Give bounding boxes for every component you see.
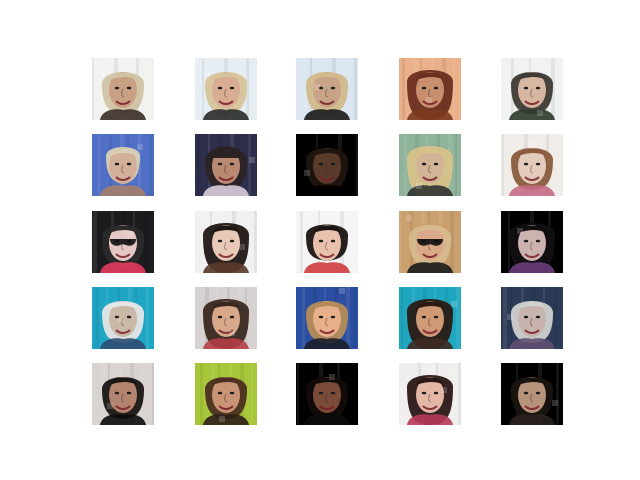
- face-portrait: [501, 58, 563, 120]
- image-tile-14: [399, 211, 461, 273]
- image-tile-9: [399, 134, 461, 196]
- face-portrait: [195, 363, 257, 425]
- face-portrait: [296, 58, 358, 120]
- image-tile-22: [195, 363, 257, 425]
- face-portrait: [195, 58, 257, 120]
- face-portrait: [501, 211, 563, 273]
- image-tile-17: [195, 287, 257, 349]
- face-portrait: [296, 363, 358, 425]
- image-tile-8: [296, 134, 358, 196]
- image-tile-12: [195, 211, 257, 273]
- face-portrait: [399, 58, 461, 120]
- image-tile-10: [501, 134, 563, 196]
- image-tile-20: [501, 287, 563, 349]
- face-portrait: [399, 363, 461, 425]
- image-tile-18: [296, 287, 358, 349]
- image-tile-23: [296, 363, 358, 425]
- image-tile-4: [399, 58, 461, 120]
- face-portrait: [399, 211, 461, 273]
- face-portrait: [399, 287, 461, 349]
- face-portrait: [501, 134, 563, 196]
- face-portrait: [399, 134, 461, 196]
- image-tile-1: [92, 58, 154, 120]
- face-portrait: [296, 287, 358, 349]
- image-tile-7: [195, 134, 257, 196]
- image-tile-19: [399, 287, 461, 349]
- face-portrait: [501, 287, 563, 349]
- face-portrait: [92, 363, 154, 425]
- face-portrait: [92, 58, 154, 120]
- image-tile-11: [92, 211, 154, 273]
- image-tile-21: [92, 363, 154, 425]
- face-portrait: [92, 211, 154, 273]
- image-tile-16: [92, 287, 154, 349]
- image-tile-25: [501, 363, 563, 425]
- image-tile-15: [501, 211, 563, 273]
- face-portrait: [195, 134, 257, 196]
- face-portrait: [92, 134, 154, 196]
- image-tile-2: [195, 58, 257, 120]
- image-tile-5: [501, 58, 563, 120]
- face-portrait: [296, 134, 358, 196]
- face-portrait: [195, 287, 257, 349]
- image-tile-13: [296, 211, 358, 273]
- image-tile-6: [92, 134, 154, 196]
- face-portrait: [92, 287, 154, 349]
- face-portrait: [296, 211, 358, 273]
- face-portrait: [501, 363, 563, 425]
- face-portrait: [195, 211, 257, 273]
- image-tile-3: [296, 58, 358, 120]
- image-tile-24: [399, 363, 461, 425]
